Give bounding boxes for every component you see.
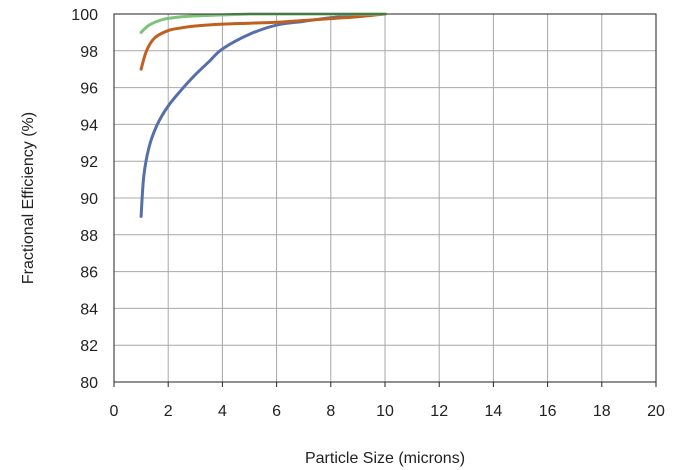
grid-lines: [113, 13, 657, 387]
y-tick-label: 96: [80, 81, 98, 98]
y-tick-label: 98: [80, 44, 98, 61]
y-tick-label: 100: [71, 7, 98, 24]
y-tick-label: 90: [80, 191, 98, 208]
y-tick-label: 94: [80, 117, 98, 134]
x-tick-label: 6: [272, 403, 281, 420]
x-tick-label: 18: [593, 403, 611, 420]
x-tick-label: 14: [485, 403, 503, 420]
x-tick-label: 12: [430, 403, 448, 420]
x-tick-label: 16: [539, 403, 557, 420]
x-tick-label: 20: [647, 403, 665, 420]
y-tick-label: 88: [80, 228, 98, 245]
y-tick-label: 84: [80, 301, 98, 318]
x-axis-title: Particle Size (microns): [305, 450, 465, 467]
y-tick-label: 82: [80, 338, 98, 355]
series-line-1: [139, 12, 387, 218]
y-tick-labels: 80 82 84 86 88 90 92 94 96 98 100: [71, 7, 98, 392]
x-tick-label: 10: [376, 403, 394, 420]
x-tick-label: 2: [164, 403, 173, 420]
y-tick-label: 92: [80, 154, 98, 171]
y-axis-title: Fractional Efficiency (%): [20, 112, 37, 284]
y-tick-label: 80: [80, 375, 98, 392]
series-line-2: [139, 12, 387, 71]
y-tick-label: 86: [80, 265, 98, 282]
x-tick-label: 0: [110, 403, 119, 420]
x-tick-label: 4: [218, 403, 227, 420]
series-lines: [139, 12, 387, 218]
plot-frame: [113, 13, 657, 383]
x-tick-label: 8: [326, 403, 335, 420]
x-tick-labels: 0 2 4 6 8 10 12 14 16 18 20: [110, 403, 665, 420]
